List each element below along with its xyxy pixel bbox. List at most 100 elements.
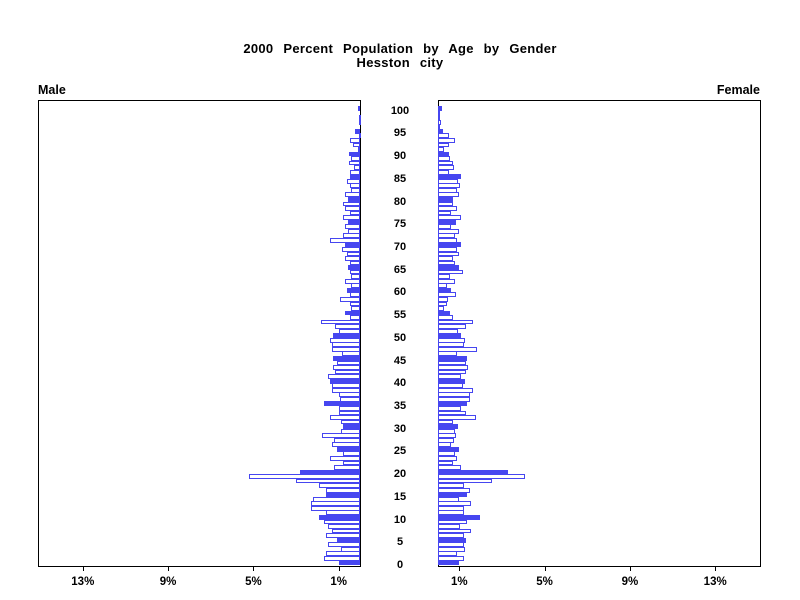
female-age-bar xyxy=(438,524,461,529)
male-age-bar xyxy=(336,360,360,366)
female-age-bar xyxy=(438,219,457,225)
male-age-bar xyxy=(330,237,360,243)
male-age-bar xyxy=(350,301,360,307)
female-age-bar xyxy=(438,306,445,311)
female-age-bar xyxy=(438,442,451,448)
female-age-bar xyxy=(438,265,460,270)
male-age-bar xyxy=(350,137,360,143)
female-age-bar xyxy=(438,496,460,502)
x-axis-tick xyxy=(253,566,255,571)
age-axis-label: 50 xyxy=(393,331,407,344)
male-age-bar xyxy=(319,483,360,489)
male-age-bar xyxy=(350,315,360,320)
male-age-bar xyxy=(320,319,360,325)
age-axis-label: 65 xyxy=(393,263,407,276)
male-age-bar xyxy=(338,560,360,566)
male-age-bar xyxy=(333,356,360,361)
male-age-bar xyxy=(325,510,360,516)
female-age-bar xyxy=(438,401,467,407)
age-axis-label: 60 xyxy=(393,286,407,299)
male-age-bar xyxy=(345,256,360,261)
female-age-bar xyxy=(438,424,459,429)
female-age-bar xyxy=(438,197,453,202)
x-axis-tick-label: 13% xyxy=(71,576,95,588)
female-age-bar xyxy=(438,110,440,116)
female-age-bar xyxy=(438,387,474,393)
female-age-bar xyxy=(438,242,462,248)
female-age-bar xyxy=(438,147,445,152)
age-axis-label: 100 xyxy=(390,104,410,117)
male-age-bar xyxy=(332,442,360,448)
female-age-bar xyxy=(438,187,458,193)
female-age-bar xyxy=(438,351,458,357)
male-age-bar xyxy=(335,324,360,330)
male-age-bar xyxy=(338,392,360,398)
female-age-bar xyxy=(438,356,467,361)
male-age-bar xyxy=(330,378,360,384)
male-age-bar xyxy=(351,283,360,289)
x-axis-tick-label: 1% xyxy=(450,576,468,588)
female-age-bar xyxy=(438,474,526,479)
male-age-bar xyxy=(345,242,360,248)
female-age-bar xyxy=(438,274,450,280)
female-age-bar xyxy=(438,237,458,243)
male-age-bar xyxy=(357,147,360,152)
age-axis-label: 85 xyxy=(393,172,407,185)
male-age-bar xyxy=(351,156,360,161)
chart-title-line2: Hesston city xyxy=(356,55,444,70)
male-age-bar xyxy=(341,351,360,357)
female-age-bar xyxy=(438,178,459,184)
female-age-bar xyxy=(438,415,477,420)
male-age-bar xyxy=(325,492,360,498)
male-age-bar xyxy=(350,174,360,180)
female-age-bar xyxy=(438,128,444,134)
female-age-bar xyxy=(438,369,466,375)
x-axis-tick-label: 5% xyxy=(536,576,553,588)
male-age-bar xyxy=(325,551,360,557)
female-age-bar xyxy=(438,451,456,457)
male-age-bar xyxy=(357,106,360,111)
female-age-bar xyxy=(438,383,463,389)
female-age-bar xyxy=(438,478,493,484)
female-age-bar xyxy=(438,342,464,348)
male-age-bar xyxy=(338,328,360,334)
male-age-bar xyxy=(325,487,360,493)
female-age-bar xyxy=(438,106,443,111)
male-age-bar xyxy=(323,555,360,561)
male-age-bar xyxy=(333,365,360,370)
x-axis-tick-label: 1% xyxy=(330,576,347,588)
x-axis-tick xyxy=(168,566,170,571)
female-age-bar xyxy=(438,533,464,538)
male-age-bar xyxy=(332,346,360,352)
male-age-bar xyxy=(349,160,360,166)
female-age-bar xyxy=(438,460,453,466)
female-age-bar xyxy=(438,542,464,548)
male-age-bar xyxy=(342,424,360,429)
female-age-bar xyxy=(438,246,458,252)
male-age-bar xyxy=(339,396,360,402)
female-age-bar xyxy=(438,519,467,525)
male-age-bar xyxy=(328,524,360,529)
male-age-bar xyxy=(347,287,360,293)
chart-title-line1: 2000 Percent Population by Age by Gender xyxy=(243,41,557,56)
female-age-bar xyxy=(438,378,465,384)
male-age-bar xyxy=(332,528,360,534)
male-age-bar xyxy=(323,519,360,525)
female-age-bar xyxy=(438,410,466,416)
female-age-bar xyxy=(438,301,447,307)
age-axis-label: 35 xyxy=(393,400,407,412)
female-age-bar xyxy=(438,224,451,230)
male-age-bar xyxy=(340,419,360,425)
male-age-bar xyxy=(249,474,360,479)
female-age-bar xyxy=(438,156,450,161)
male-age-bar xyxy=(332,383,360,389)
age-axis-label: 90 xyxy=(393,150,407,163)
female-age-bar xyxy=(438,183,461,189)
female-age-bar xyxy=(438,233,456,239)
female-age-bar xyxy=(438,419,453,425)
male-age-bar xyxy=(334,437,360,443)
female-age-bar xyxy=(438,169,449,175)
female-age-bar xyxy=(438,392,470,398)
age-axis-label: 75 xyxy=(393,218,407,231)
